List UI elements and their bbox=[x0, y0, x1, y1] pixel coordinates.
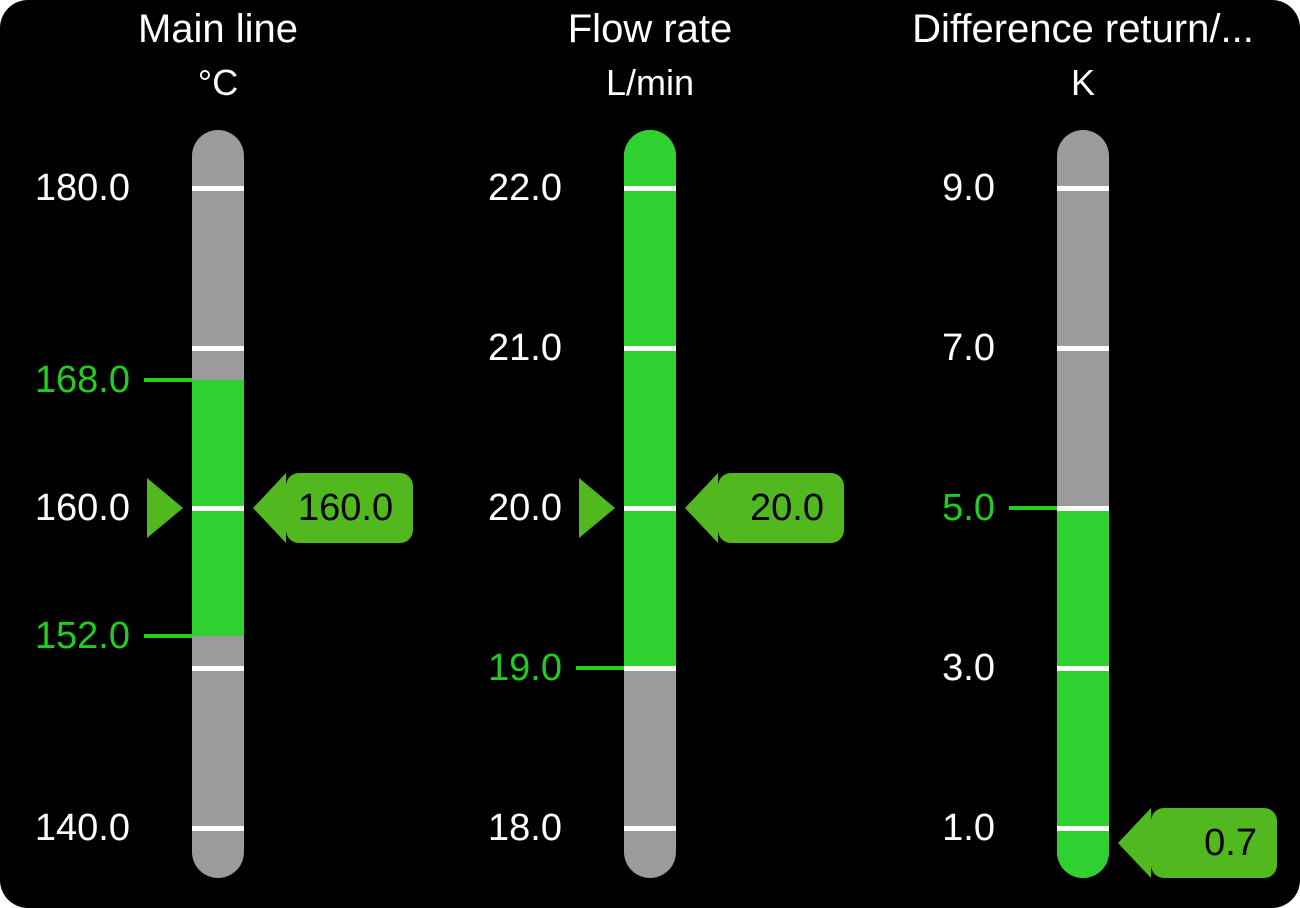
badge-value: 20.0 bbox=[718, 473, 844, 543]
threshold-tick bbox=[144, 634, 192, 638]
scale-tick-label: 140.0 bbox=[34, 807, 130, 849]
threshold-tick bbox=[576, 666, 624, 670]
scale-tick bbox=[624, 346, 676, 351]
threshold-label: 5.0 bbox=[942, 487, 995, 529]
scale-tick bbox=[624, 506, 676, 511]
scale-tick-label: 160.0 bbox=[34, 487, 130, 529]
gauge-bar bbox=[1057, 130, 1109, 878]
scale-tick bbox=[624, 666, 676, 671]
value-pointer-icon bbox=[579, 478, 615, 538]
scale-tick bbox=[1057, 346, 1109, 351]
badge-value: 0.7 bbox=[1151, 808, 1277, 878]
scale-tick-label: 9.0 bbox=[942, 167, 995, 209]
scale-tick bbox=[624, 186, 676, 191]
threshold-tick bbox=[1009, 506, 1057, 510]
scale-tick-label: 22.0 bbox=[488, 167, 562, 209]
threshold-label: 19.0 bbox=[488, 647, 562, 689]
gauge-unit: °C bbox=[197, 62, 239, 103]
gauge-value-badge[interactable]: 20.0 bbox=[685, 473, 844, 543]
scale-tick bbox=[192, 346, 244, 351]
gauge-title: Main line bbox=[137, 7, 299, 51]
threshold-tick bbox=[144, 378, 192, 382]
scale-tick-label: 18.0 bbox=[488, 807, 562, 849]
scale-tick bbox=[192, 826, 244, 831]
gauge-value-badge[interactable]: 0.7 bbox=[1118, 808, 1277, 878]
gauge-title: Flow rate bbox=[567, 7, 733, 51]
gauge-unit: L/min bbox=[605, 62, 695, 103]
scale-tick-label: 180.0 bbox=[34, 167, 130, 209]
scale-tick-label: 1.0 bbox=[942, 807, 995, 849]
scale-tick-label: 3.0 bbox=[942, 647, 995, 689]
threshold-label: 152.0 bbox=[34, 615, 130, 657]
scale-tick bbox=[1057, 826, 1109, 831]
badge-arrow-icon bbox=[1118, 808, 1151, 878]
scale-tick bbox=[192, 666, 244, 671]
normal-range-zone bbox=[624, 130, 676, 668]
scale-tick-label: 21.0 bbox=[488, 327, 562, 369]
gauge-value-badge[interactable]: 160.0 bbox=[253, 473, 414, 543]
badge-arrow-icon bbox=[685, 473, 718, 543]
value-pointer-icon bbox=[147, 478, 183, 538]
badge-value: 160.0 bbox=[286, 473, 414, 543]
scale-tick bbox=[192, 506, 244, 511]
scale-tick-label: 7.0 bbox=[942, 327, 995, 369]
scale-tick bbox=[192, 186, 244, 191]
scale-tick-label: 20.0 bbox=[488, 487, 562, 529]
gauge-bar bbox=[192, 130, 244, 878]
scale-tick bbox=[624, 826, 676, 831]
scale-tick bbox=[1057, 186, 1109, 191]
gauge-title: Difference return/... bbox=[912, 7, 1254, 51]
scale-tick bbox=[1057, 506, 1109, 511]
gauge-bar bbox=[624, 130, 676, 878]
threshold-label: 168.0 bbox=[34, 359, 130, 401]
scale-tick bbox=[1057, 666, 1109, 671]
normal-range-zone bbox=[1057, 508, 1109, 878]
badge-arrow-icon bbox=[253, 473, 286, 543]
gauge-unit: K bbox=[1070, 62, 1095, 103]
